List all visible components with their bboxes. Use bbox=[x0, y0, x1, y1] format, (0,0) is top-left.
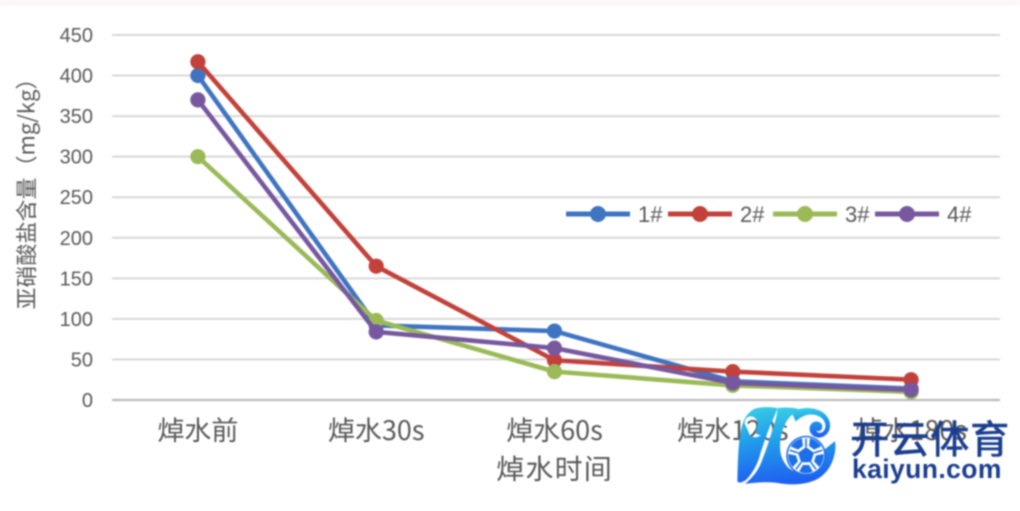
svg-text:450: 450 bbox=[60, 25, 93, 47]
svg-text:100: 100 bbox=[60, 309, 93, 331]
svg-text:350: 350 bbox=[60, 106, 93, 128]
svg-text:300: 300 bbox=[60, 147, 93, 169]
svg-text:0: 0 bbox=[82, 390, 93, 412]
svg-text:150: 150 bbox=[60, 268, 93, 290]
svg-text:400: 400 bbox=[60, 66, 93, 88]
svg-text:4#: 4# bbox=[947, 202, 972, 227]
svg-text:kaiyun.com: kaiyun.com bbox=[852, 454, 1002, 484]
svg-text:50: 50 bbox=[71, 349, 93, 371]
svg-text:2#: 2# bbox=[740, 202, 765, 227]
svg-text:200: 200 bbox=[60, 228, 93, 250]
svg-text:250: 250 bbox=[60, 187, 93, 209]
svg-text:3#: 3# bbox=[845, 202, 870, 227]
svg-text:1#: 1# bbox=[638, 202, 663, 227]
